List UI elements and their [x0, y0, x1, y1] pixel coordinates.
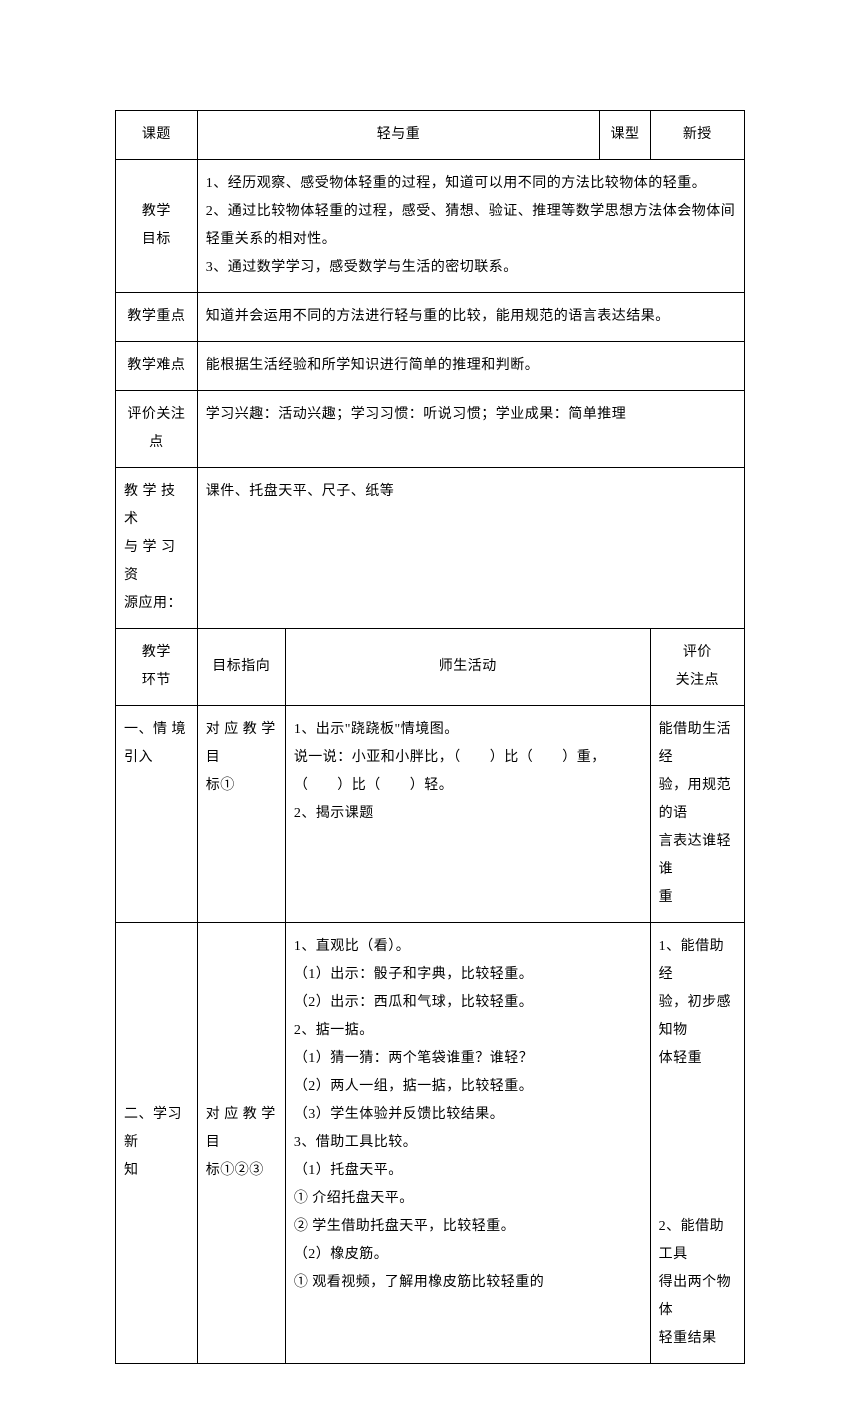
- objectives-row: 教学 目标 1、经历观察、感受物体轻重的过程，知道可以用不同的方法比较物体的轻重…: [116, 160, 745, 293]
- difficulty-content: 能根据生活经验和所学知识进行简单的推理和判断。: [197, 342, 744, 391]
- activity-header-row: 教学 环节 目标指向 师生活动 评价 关注点: [116, 629, 745, 706]
- objectives-label: 教学 目标: [116, 160, 198, 293]
- header-row: 课题 轻与重 课型 新授: [116, 111, 745, 160]
- evaluation-content: 学习兴趣：活动兴趣；学习习惯：听说习惯；学业成果：简单推理: [197, 391, 744, 468]
- resources-row: 教 学 技 术 与 学 习 资 源应用： 课件、托盘天平、尺子、纸等: [116, 468, 745, 629]
- evaluation-row: 评价关注点 学习兴趣：活动兴趣；学习习惯：听说习惯；学业成果：简单推理: [116, 391, 745, 468]
- phase-header: 教学 环节: [116, 629, 198, 706]
- phase1-name: 一、情 境 引入: [116, 706, 198, 923]
- resources-content: 课件、托盘天平、尺子、纸等: [197, 468, 744, 629]
- type-label: 课型: [600, 111, 650, 160]
- phase2-activity: 1、直观比（看）。 （1）出示：骰子和字典，比较轻重。 （2）出示：西瓜和气球，…: [285, 923, 650, 1364]
- phase1-row: 一、情 境 引入 对 应 教 学 目 标① 1、出示"跷跷板"情境图。 说一说：…: [116, 706, 745, 923]
- phase2-name: 二、学习新 知: [116, 923, 198, 1364]
- resources-label: 教 学 技 术 与 学 习 资 源应用：: [116, 468, 198, 629]
- difficulty-label: 教学难点: [116, 342, 198, 391]
- keypoint-row: 教学重点 知道并会运用不同的方法进行轻与重的比较，能用规范的语言表达结果。: [116, 293, 745, 342]
- target-header: 目标指向: [197, 629, 285, 706]
- phase1-eval: 能借助生活经 验，用规范的语 言表达谁轻谁 重: [650, 706, 744, 923]
- phase2-target: 对 应 教 学 目 标①②③: [197, 923, 285, 1364]
- phase1-activity: 1、出示"跷跷板"情境图。 说一说：小亚和小胖比，（ ）比（ ）重，（ ）比（ …: [285, 706, 650, 923]
- phase2-row: 二、学习新 知 对 应 教 学 目 标①②③ 1、直观比（看）。 （1）出示：骰…: [116, 923, 745, 1364]
- activity-header: 师生活动: [285, 629, 650, 706]
- phase2-eval: 1、能借助经 验，初步感知物 体轻重 2、能借助工具 得出两个物体 轻重结果: [650, 923, 744, 1364]
- type-value: 新授: [650, 111, 744, 160]
- title-label: 课题: [116, 111, 198, 160]
- eval-header: 评价 关注点: [650, 629, 744, 706]
- lesson-plan-table: 课题 轻与重 课型 新授 教学 目标 1、经历观察、感受物体轻重的过程，知道可以…: [115, 110, 745, 1364]
- objectives-content: 1、经历观察、感受物体轻重的过程，知道可以用不同的方法比较物体的轻重。 2、通过…: [197, 160, 744, 293]
- keypoint-label: 教学重点: [116, 293, 198, 342]
- evaluation-label: 评价关注点: [116, 391, 198, 468]
- phase1-target: 对 应 教 学 目 标①: [197, 706, 285, 923]
- difficulty-row: 教学难点 能根据生活经验和所学知识进行简单的推理和判断。: [116, 342, 745, 391]
- title-value: 轻与重: [197, 111, 600, 160]
- keypoint-content: 知道并会运用不同的方法进行轻与重的比较，能用规范的语言表达结果。: [197, 293, 744, 342]
